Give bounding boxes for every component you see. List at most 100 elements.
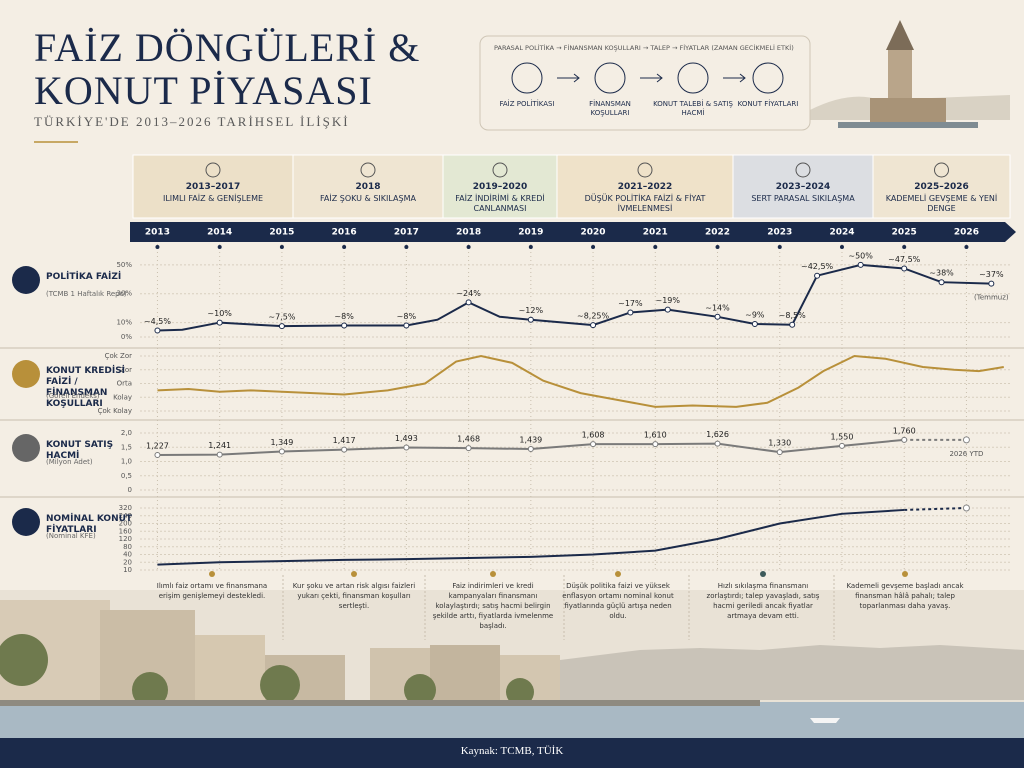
- value-label: 1,760: [893, 426, 916, 435]
- phase-label: FAİZ ŞOKU & SIKILAŞMA: [320, 194, 416, 203]
- x-tick-label: 2020: [581, 228, 606, 238]
- x-tick-label: 2024: [829, 228, 854, 238]
- value-label: ~10%: [207, 309, 232, 318]
- value-label: 1,439: [519, 435, 542, 444]
- city-illustration: [0, 590, 1024, 768]
- x-tick-label: 2022: [705, 228, 730, 238]
- y-tick-label: 240: [119, 512, 132, 520]
- y-tick-label: 10%: [116, 319, 132, 327]
- value-label: ~24%: [456, 289, 481, 298]
- x-tick-label: 2021: [643, 228, 668, 238]
- y-tick-label: 0,5: [121, 472, 132, 480]
- point: [751, 321, 758, 328]
- panel-subtitle: (Göreli Endeks): [46, 392, 100, 400]
- x-tick-label: 2025: [892, 228, 917, 238]
- value-label: ~37%: [979, 270, 1004, 279]
- point: [838, 442, 845, 449]
- point: [527, 316, 534, 323]
- value-label: 1,349: [270, 438, 293, 447]
- phase: 2023–2024 SERT PARASAL SIKILAŞMA: [737, 182, 869, 204]
- phase-period: 2021–2022: [617, 182, 673, 192]
- panel-subtitle: (TCMB 1 Haftalık Repo): [46, 290, 127, 298]
- panel-title: KONUT KREDİSİ FAİZİ / FİNANSMAN KOŞULLAR…: [46, 366, 126, 409]
- phase-box: [732, 154, 874, 219]
- flow-step: KONUT TALEBİ & SATIŞ HACMİ: [653, 100, 733, 117]
- note: Ilımlı faiz ortamı ve finansmana erişim …: [156, 582, 268, 600]
- point: [664, 306, 671, 313]
- flow-icon: [752, 62, 784, 94]
- note: Hızlı sıkılaşma finansmanı zorlaştırdı; …: [706, 582, 820, 620]
- annotation: 2026 YTD: [949, 450, 983, 458]
- flow-caption: PARASAL POLİTİKA → FİNANSMAN KOŞULLARI →…: [494, 44, 794, 52]
- note: Kur şoku ve artan risk algısı faizleri y…: [292, 582, 416, 610]
- phase-label: ILIMLI FAİZ & GENİŞLEME: [162, 194, 264, 203]
- panel-title: KONUT SATIŞ HACMİ: [46, 440, 114, 461]
- value-label: ~19%: [655, 296, 680, 305]
- point: [714, 313, 721, 320]
- title-line: FAİZ DÖNGÜLERİ &: [34, 25, 421, 70]
- y-tick-label: 1,0: [121, 458, 132, 466]
- point: [590, 322, 597, 329]
- value-label: ~8%: [334, 312, 354, 321]
- value-label: ~12%: [519, 306, 544, 315]
- point: [814, 272, 821, 279]
- point: [465, 445, 472, 452]
- phase-label: KADEMELİ GEVŞEME & YENİ DENGE: [885, 194, 998, 213]
- phase-period: 2019–2020: [472, 182, 528, 192]
- phase-box: [442, 154, 558, 219]
- phase-period: 2018: [355, 182, 381, 192]
- value-label: 1,241: [208, 441, 231, 450]
- point: [714, 440, 721, 447]
- point: [988, 280, 995, 287]
- x-tick-dot: [964, 245, 969, 249]
- point: [857, 261, 864, 268]
- x-tick-label: 2014: [207, 228, 232, 238]
- x-tick-label: 2023: [767, 228, 792, 238]
- x-tick-label: 2026: [954, 228, 979, 238]
- flow-step: KONUT FİYATLARI: [737, 100, 799, 108]
- x-tick-dot: [715, 245, 720, 249]
- point: [627, 309, 634, 316]
- y-tick-label: Çok Zor: [105, 352, 133, 360]
- y-tick-label: Orta: [117, 380, 132, 388]
- y-tick-label: 50%: [116, 261, 132, 269]
- timeline-arrow: [1005, 222, 1016, 242]
- phase-period: 2013–2017: [185, 182, 241, 192]
- note: Düşük politika faizi ve yüksek enflasyon…: [562, 582, 674, 620]
- y-tick-label: 120: [119, 535, 132, 543]
- phase: 2018 FAİZ ŞOKU & SIKILAŞMA: [297, 182, 439, 204]
- line: [157, 508, 905, 566]
- y-tick-label: 2,0: [121, 429, 132, 437]
- panel-icon: [12, 508, 40, 536]
- y-tick-label: 1,5: [121, 443, 132, 451]
- line-projection: [904, 507, 967, 511]
- value-label: 1,626: [706, 430, 729, 439]
- phase: 2019–2020 FAİZ İNDİRİMİ & KREDİ CANLANMAS…: [447, 182, 553, 214]
- value-label: ~38%: [929, 269, 954, 278]
- x-tick-dot: [342, 245, 347, 249]
- y-tick-label: Zor: [120, 366, 132, 374]
- y-tick-label: Kolay: [113, 393, 132, 401]
- point: [776, 449, 783, 456]
- value-label: ~8,5%: [779, 311, 806, 320]
- phase-icon: [637, 162, 653, 178]
- phase-icon: [205, 162, 221, 178]
- phase-label: DÜŞÜK POLİTİKA FAİZİ & FİYAT İVMELENMESİ: [584, 194, 706, 213]
- panel-title: NOMİNAL KONUT FİYATLARI: [46, 514, 133, 535]
- note-dot: [615, 571, 621, 577]
- panel-icon: [12, 360, 40, 388]
- y-tick-label: 160: [119, 527, 132, 535]
- end-point: [962, 504, 970, 512]
- value-label: ~50%: [848, 251, 873, 260]
- y-tick-label: 30%: [116, 290, 132, 298]
- value-label: ~4,5%: [144, 317, 171, 326]
- y-tick-label: 20: [123, 558, 132, 566]
- point: [154, 452, 161, 459]
- point: [465, 299, 472, 306]
- panel-subtitle: (Nominal KFE): [46, 532, 96, 540]
- timeline-bar: [130, 222, 1005, 242]
- panel-icon: [12, 266, 40, 294]
- note-dot: [902, 571, 908, 577]
- note-dot: [490, 571, 496, 577]
